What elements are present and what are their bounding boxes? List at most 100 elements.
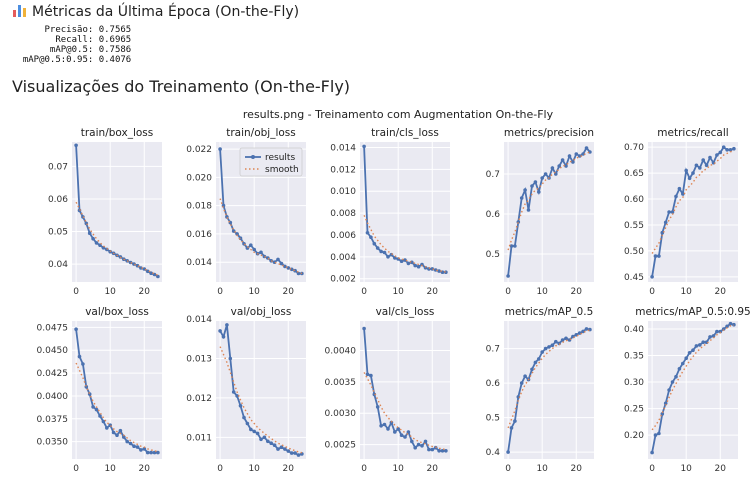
results-point xyxy=(513,244,517,248)
smooth-line xyxy=(651,149,735,254)
results-point xyxy=(557,164,561,168)
results-point xyxy=(537,357,541,361)
results-point xyxy=(279,445,284,450)
results-point xyxy=(677,367,682,371)
results-point xyxy=(283,264,287,269)
x-tick-label: 10 xyxy=(536,464,548,474)
legend-label-results: results xyxy=(265,153,295,163)
panel-title: val/box_loss xyxy=(85,306,149,318)
y-tick-label: 0.016 xyxy=(186,230,212,240)
results-point xyxy=(242,415,246,420)
results-point xyxy=(156,450,160,455)
results-point xyxy=(430,447,435,452)
y-tick-label: 0.002 xyxy=(330,275,356,285)
results-point xyxy=(252,247,256,252)
results-point xyxy=(519,196,524,200)
y-tick-label: 0.020 xyxy=(186,173,212,183)
results-point xyxy=(74,327,78,331)
results-point xyxy=(506,274,510,278)
y-tick-label: 0.0400 xyxy=(37,392,69,402)
y-tick-label: 0.013 xyxy=(186,354,212,364)
results-point xyxy=(554,339,558,344)
results-point xyxy=(543,172,548,176)
y-tick-label: 0.0350 xyxy=(37,438,69,448)
bar-chart-icon xyxy=(12,4,27,17)
results-point xyxy=(272,443,277,448)
results-point xyxy=(369,373,373,378)
results-point xyxy=(111,430,116,435)
panel-background xyxy=(504,321,594,459)
results-point xyxy=(725,324,729,329)
results-point xyxy=(677,186,682,191)
results-point xyxy=(362,144,366,149)
y-tick-label: 0.20 xyxy=(624,431,644,441)
panel-background xyxy=(216,321,306,459)
results-point xyxy=(732,146,736,151)
metrics-heading-title: Métricas da Última Época (On-the-Fly) xyxy=(32,4,300,20)
results-point xyxy=(372,241,377,246)
y-tick-label: 0.55 xyxy=(624,221,644,231)
results-point xyxy=(660,412,665,416)
results-point xyxy=(560,158,565,162)
x-tick-label: 10 xyxy=(392,464,404,474)
results-point xyxy=(218,147,222,151)
results-point xyxy=(691,348,695,352)
results-point xyxy=(715,153,719,157)
y-tick-label: 0.0375 xyxy=(37,415,69,425)
y-tick-label: 0.5 xyxy=(486,250,500,260)
results-point xyxy=(259,250,263,255)
y-tick-label: 0.0450 xyxy=(37,346,69,356)
results-point xyxy=(674,194,678,199)
x-tick-label: 0 xyxy=(505,287,511,297)
results-point xyxy=(382,250,387,255)
results-point xyxy=(509,244,514,248)
results-point xyxy=(283,447,287,451)
smooth-line xyxy=(219,198,303,275)
results-point xyxy=(653,254,658,258)
results-point xyxy=(379,424,383,428)
y-tick-label: 0.7 xyxy=(486,170,500,180)
results-point xyxy=(670,210,675,214)
y-tick-label: 0.6 xyxy=(486,210,501,220)
metric-line: Precisão: 0.7565 xyxy=(12,25,132,35)
results-point xyxy=(74,143,78,148)
x-tick-label: 10 xyxy=(104,464,116,474)
results-point xyxy=(440,449,445,453)
x-tick-label: 10 xyxy=(248,287,260,297)
y-tick-label: 0.65 xyxy=(624,169,644,179)
results-point xyxy=(701,158,705,162)
results-point xyxy=(523,188,527,192)
results-point xyxy=(581,152,585,156)
y-tick-label: 0.014 xyxy=(330,143,356,153)
results-point xyxy=(149,450,153,455)
y-tick-label: 0.014 xyxy=(186,258,212,268)
x-tick-label: 20 xyxy=(283,287,295,297)
results-point xyxy=(98,414,102,418)
results-point xyxy=(663,401,668,406)
results-point xyxy=(101,419,106,424)
smooth-line xyxy=(75,362,159,453)
smooth-line xyxy=(363,215,447,273)
results-point xyxy=(410,439,414,444)
results-point xyxy=(420,262,424,267)
y-tick-label: 0.012 xyxy=(186,394,212,404)
results-point xyxy=(437,269,441,273)
results-point xyxy=(564,336,568,341)
y-tick-label: 0.008 xyxy=(330,209,356,219)
results-point xyxy=(704,163,709,168)
results-point xyxy=(94,241,99,245)
panel-background xyxy=(72,142,162,282)
y-tick-label: 0.35 xyxy=(624,352,644,362)
results-point xyxy=(571,160,575,164)
results-point xyxy=(91,405,95,409)
results-point xyxy=(684,356,688,361)
chart-panel-metrics-map-0-5-0-95: 0.20 0.25 0.30 0.35 0.40 0 10 20 metrics/mAP_0.5… xyxy=(624,306,751,474)
results-point xyxy=(694,163,699,168)
results-point xyxy=(218,329,222,333)
x-tick-label: 20 xyxy=(571,287,583,297)
chart-panel-metrics-map-0-5: 0.4 0.5 0.6 0.7 0 10 20 metrics/mAP_0.5 xyxy=(486,306,594,474)
results-point xyxy=(122,435,126,439)
results-point xyxy=(382,422,387,427)
metric-value: 0.7586 xyxy=(98,45,132,55)
results-point xyxy=(266,439,270,444)
